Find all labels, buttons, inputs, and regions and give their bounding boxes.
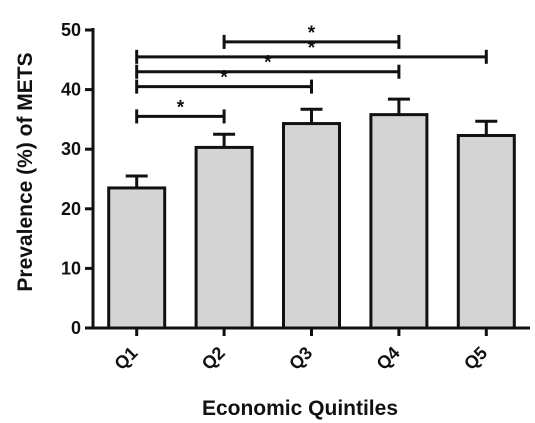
x-category-label: Q2 — [198, 343, 229, 374]
significance-brackets: ***** — [135, 23, 488, 124]
y-tick-label: 30 — [61, 139, 81, 159]
bar — [369, 113, 429, 330]
significance-star: * — [308, 38, 316, 59]
x-category-label: Q4 — [373, 343, 404, 374]
significance-star: * — [264, 53, 272, 74]
labels: Economic Quintiles Prevalence (%) of MET… — [14, 52, 398, 420]
x-category-label: Q3 — [285, 343, 316, 374]
x-category-label: Q1 — [110, 343, 141, 374]
bar — [456, 133, 516, 330]
y-tick-label: 20 — [61, 199, 81, 219]
x-axis-title: Economic Quintiles — [202, 397, 398, 420]
bar — [194, 145, 254, 330]
bars — [107, 97, 516, 330]
bar — [282, 122, 341, 330]
bar — [107, 186, 167, 330]
y-tick-label: 10 — [61, 258, 81, 278]
x-category-label: Q5 — [460, 343, 491, 374]
y-tick-label: 50 — [61, 20, 81, 40]
y-tick-label: 40 — [61, 80, 81, 100]
significance-star: * — [220, 68, 228, 89]
significance-star: * — [308, 23, 316, 44]
y-tick-label: 0 — [71, 318, 81, 338]
y-axis-title: Prevalence (%) of METS — [14, 52, 37, 291]
significance-star: * — [177, 97, 185, 118]
